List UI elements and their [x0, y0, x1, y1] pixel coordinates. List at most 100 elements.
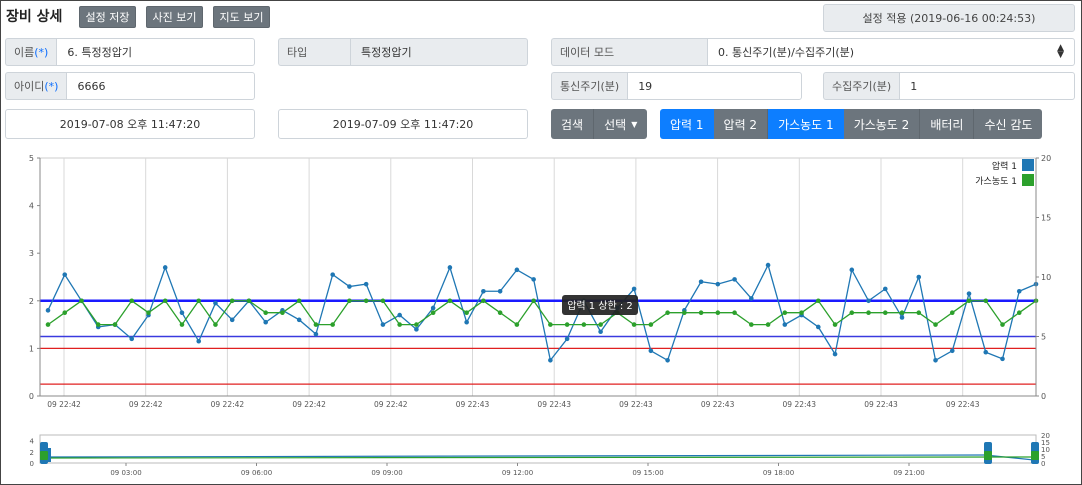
data-point — [816, 298, 821, 304]
data-point — [849, 267, 855, 273]
data-point — [665, 358, 670, 363]
data-point — [447, 298, 453, 304]
nav-y-right-label: 15 — [1041, 439, 1050, 447]
series-layer — [45, 262, 1039, 363]
nav-y-left-label: 4 — [30, 438, 35, 446]
data-point — [414, 327, 419, 332]
data-point — [631, 286, 637, 292]
data-point — [732, 310, 737, 315]
tab-gas-2[interactable]: 가스농도 2 — [843, 109, 921, 139]
comm-period-group: 통신주기(분) 19 — [551, 72, 802, 100]
name-field-group: 이름 (*) 6. 특정정압기 — [5, 38, 255, 66]
select-dropdown-button[interactable]: 선택 ▼ — [594, 109, 648, 139]
data-point — [749, 296, 754, 301]
data-point — [45, 308, 51, 313]
data-point — [246, 298, 252, 304]
date-from-input[interactable]: 2019-07-08 오후 11:47:20 — [5, 109, 255, 139]
data-point — [832, 322, 838, 327]
id-input[interactable]: 6666 — [66, 72, 255, 100]
data-point — [732, 277, 737, 282]
data-point — [196, 298, 202, 304]
collect-period-input[interactable]: 1 — [899, 72, 1075, 100]
view-map-button[interactable]: 지도 보기 — [213, 6, 270, 28]
x-tick-label: 09 22:43 — [946, 400, 980, 409]
data-point — [397, 312, 402, 318]
data-point — [481, 298, 486, 304]
nav-handle-left-lower — [40, 451, 48, 460]
data-point — [966, 298, 972, 304]
data-point — [966, 291, 972, 296]
apply-settings-button[interactable]: 설정 적용 (2019-06-16 00:24:53) — [823, 4, 1075, 32]
comm-period-label: 통신주기(분) — [551, 72, 628, 100]
tooltip-text: 압력 1 상한 : 2 — [567, 299, 633, 312]
data-point — [698, 310, 704, 315]
data-point — [916, 310, 922, 315]
x-tick-label: 09 22:43 — [619, 400, 653, 409]
caret-down-icon: ▼ — [631, 119, 638, 129]
series-tabs: 압력 1 압력 2 가스농도 1 가스농도 2 배터리 수신 감도 — [660, 109, 1043, 139]
y-left-tick-label: 2 — [29, 297, 34, 306]
data-point — [631, 322, 637, 327]
data-point — [698, 279, 704, 285]
date-to-input[interactable]: 2019-07-09 오후 11:47:20 — [278, 109, 528, 139]
comm-period-input[interactable]: 19 — [627, 72, 802, 100]
nav-x-label: 09 12:00 — [502, 469, 533, 477]
data-point — [916, 274, 922, 280]
data-point — [380, 322, 386, 327]
type-label: 타입 — [278, 38, 350, 66]
x-tick-label: 09 22:42 — [211, 400, 245, 409]
grid — [39, 157, 1037, 397]
nav-x-label: 09 15:00 — [632, 469, 663, 477]
x-tick-label: 09 22:42 — [47, 400, 81, 409]
axes: 09 22:42 09 22:42 09 22:42 09 22:42 09 22:42… — [29, 154, 1051, 409]
tab-signal[interactable]: 수신 감도 — [974, 109, 1043, 139]
data-point — [749, 322, 754, 327]
x-tick-label: 09 22:42 — [292, 400, 326, 409]
data-point — [229, 317, 235, 323]
data-point — [179, 322, 185, 327]
data-point — [598, 329, 603, 335]
navigator-area — [39, 434, 1037, 464]
data-point — [782, 322, 788, 327]
tab-pressure-2[interactable]: 압력 2 — [713, 109, 769, 139]
data-point — [213, 322, 218, 327]
data-point — [79, 298, 84, 304]
name-input[interactable]: 6. 특정정압기 — [56, 38, 255, 66]
data-point — [949, 348, 955, 354]
x-tick-label: 09 22:42 — [374, 400, 408, 409]
series-line-1 — [47, 263, 1037, 362]
data-point — [464, 310, 469, 315]
data-point — [665, 310, 670, 315]
search-button[interactable]: 검색 — [551, 109, 595, 139]
tab-pressure-1[interactable]: 압력 1 — [660, 109, 714, 139]
datamode-label: 데이터 모드 — [551, 38, 707, 66]
save-settings-button[interactable]: 설정 저장 — [79, 6, 136, 28]
main-chart[interactable]: 09 22:42 09 22:42 09 22:42 09 22:42 09 22:42… — [0, 150, 1082, 418]
data-point — [263, 310, 268, 315]
data-point — [899, 310, 905, 315]
nav-x-label: 09 09:00 — [371, 469, 402, 477]
tab-gas-1[interactable]: 가스농도 1 — [768, 109, 844, 139]
nav-handle-grip — [48, 448, 51, 462]
data-point — [1000, 356, 1005, 362]
data-point — [430, 310, 436, 315]
y-left-tick-label: 4 — [29, 202, 34, 211]
data-point — [363, 281, 369, 287]
x-tick-label: 09 22:43 — [864, 400, 898, 409]
data-point — [296, 298, 302, 304]
tab-battery[interactable]: 배터리 — [920, 109, 975, 139]
view-photo-button[interactable]: 사진 보기 — [146, 6, 203, 28]
legend: 압력 1 가스농도 1 — [975, 159, 1034, 187]
data-point — [146, 310, 151, 315]
nav-y-right-label: 5 — [1041, 453, 1045, 461]
data-point — [765, 322, 771, 327]
data-point — [129, 298, 135, 304]
data-point — [45, 322, 51, 327]
data-point — [313, 331, 319, 337]
x-tick-label: 09 22:43 — [456, 400, 490, 409]
data-point — [816, 324, 821, 330]
datamode-selected: 0. 통신주기(분)/수집주기(분) — [718, 46, 855, 59]
datamode-select[interactable]: 0. 통신주기(분)/수집주기(분) ▲ ▼ — [707, 38, 1075, 66]
